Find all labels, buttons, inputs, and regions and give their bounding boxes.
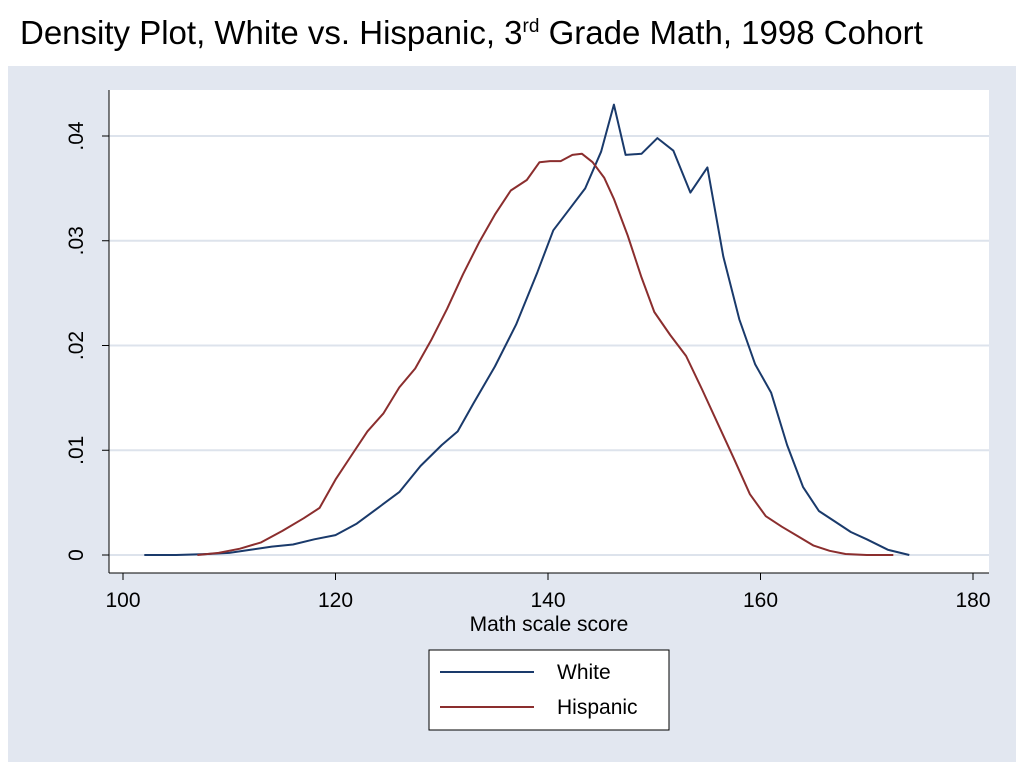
legend-box [428,649,670,731]
title-main-text: Density Plot, White vs. Hispanic, 3 [20,14,523,51]
title-superscript: rd [522,16,540,37]
y-tick-label: .03 [65,226,88,255]
title-suffix-text: Grade Math, 1998 Cohort [539,14,923,51]
slide-title: Density Plot, White vs. Hispanic, 3rd Gr… [20,14,923,52]
x-tick-label: 160 [743,589,778,612]
legend-label-hispanic: Hispanic [557,696,638,719]
x-tick-label: 180 [955,589,990,612]
x-tick-label: 120 [318,589,353,612]
chart-panel: 0 .01 .02 .03 .04 100 120 140 160 180 Math scale … [8,66,1016,762]
series-lines [144,103,910,556]
series-line-hispanic [197,152,894,556]
x-axis-label: Math scale score [470,613,629,636]
x-tick-label: 140 [530,589,565,612]
x-tick-label: 100 [105,589,140,612]
axis-ticks: 0 .01 .02 .03 .04 100 120 140 160 180 [65,121,991,612]
y-tick-label: 0 [65,549,88,561]
legend: White Hispanic [428,649,670,731]
legend-label-white: White [557,661,611,684]
plot-area [109,90,989,573]
y-tick-label: .04 [65,121,88,151]
y-tick-label: .02 [65,331,88,360]
series-line-white [144,103,910,556]
density-chart: 0 .01 .02 .03 .04 100 120 140 160 180 Math scale … [65,90,991,731]
grid-lines [109,135,989,556]
axes [108,90,989,574]
y-tick-label: .01 [65,436,88,465]
